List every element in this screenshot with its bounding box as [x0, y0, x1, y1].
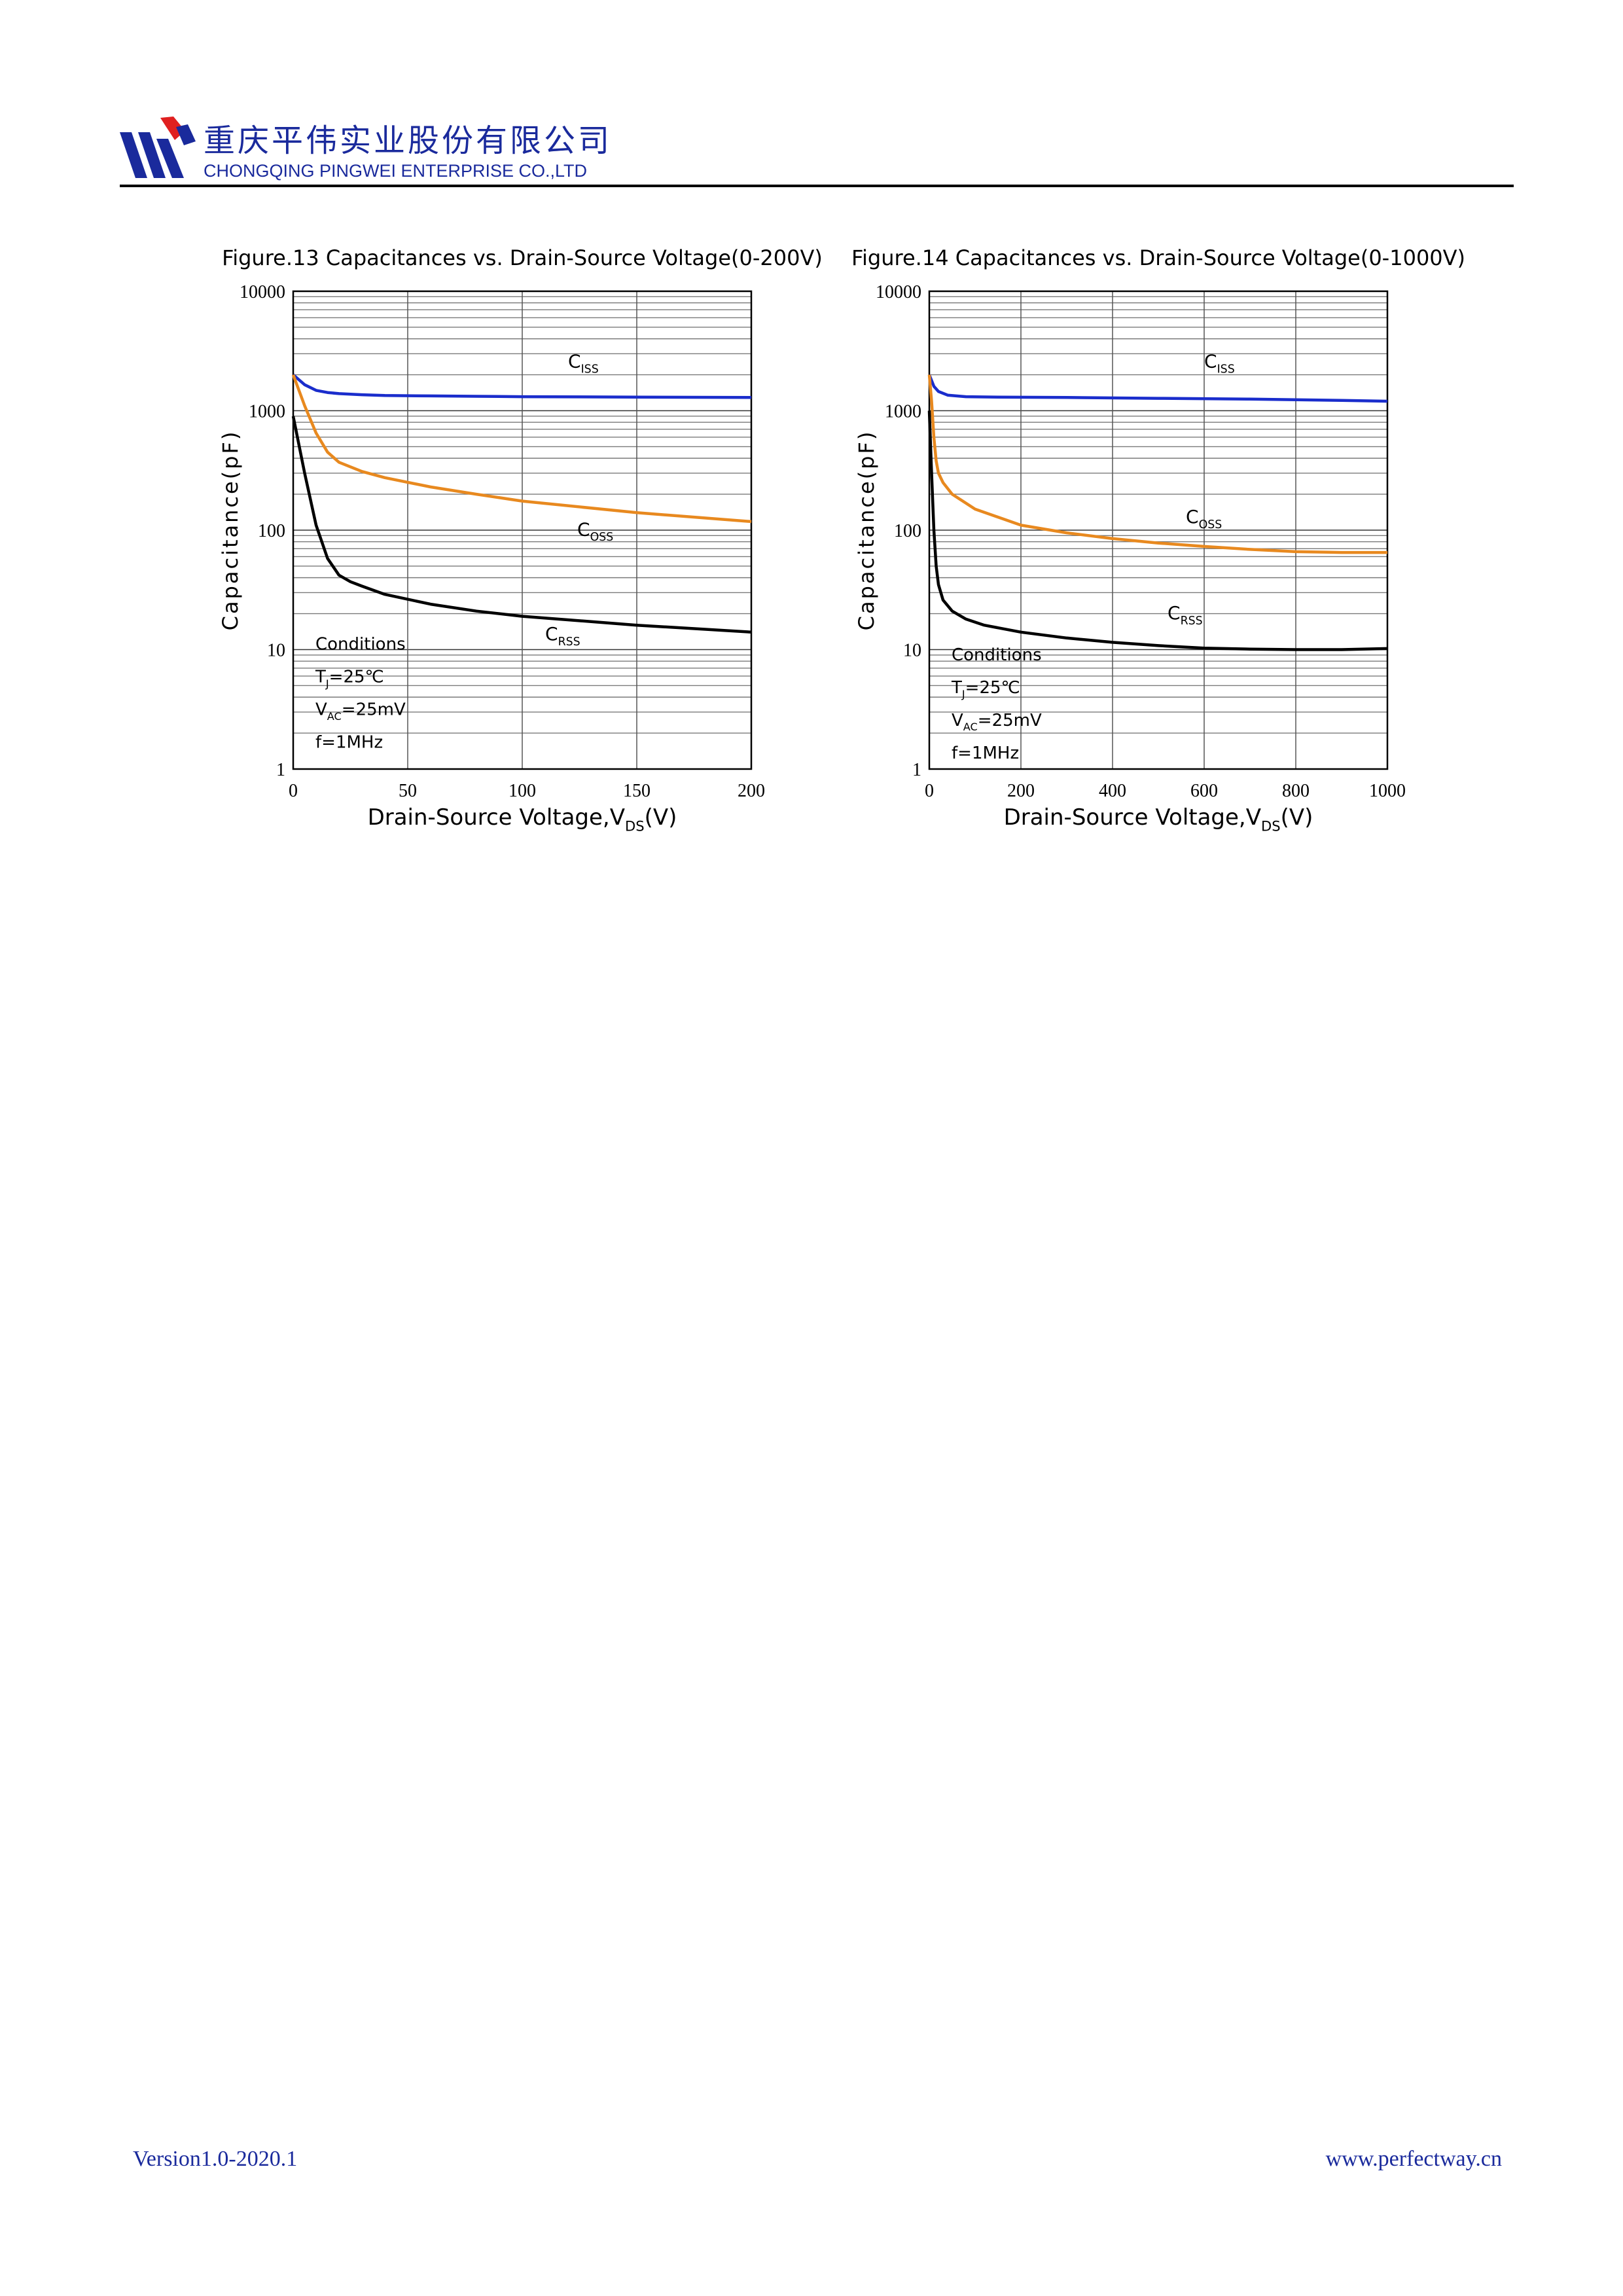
- x-tick-label: 200: [738, 781, 765, 801]
- x-tick-label: 50: [399, 781, 417, 801]
- document-version: Version1.0-2020.1: [133, 2147, 298, 2171]
- series-label-crss: CRSS: [1168, 602, 1203, 628]
- plot-border: [928, 290, 1389, 770]
- y-tick-label: 10: [267, 641, 285, 661]
- conditions-line: f=1MHz: [952, 744, 1019, 763]
- y-tick-label: 10000: [240, 282, 285, 302]
- x-tick-label: 1000: [1369, 781, 1406, 801]
- logo-stroke-3: [156, 139, 184, 178]
- figure-13-chart: Figure.13 Capacitances vs. Drain-Source …: [203, 239, 831, 841]
- x-tick-label: 0: [289, 781, 298, 801]
- conditions-line: VAC=25mV: [952, 711, 1042, 733]
- y-tick-label: 1: [912, 760, 921, 780]
- x-tick-label: 200: [1007, 781, 1035, 801]
- series-line-coss: [291, 374, 752, 524]
- gridlines: [293, 291, 752, 770]
- chart-title: Figure.14 Capacitances vs. Drain-Source …: [851, 245, 1465, 270]
- company-name-english: CHONGQING PINGWEI ENTERPRISE CO.,LTD: [204, 161, 588, 181]
- series-line-ciss: [927, 374, 1388, 403]
- page-header: 重庆平伟实业股份有限公司 CHONGQING PINGWEI ENTERPRIS…: [120, 111, 1514, 190]
- x-tick-label: 600: [1190, 781, 1218, 801]
- series-label-coss: COSS: [1186, 506, 1222, 531]
- series-line-crss: [291, 416, 752, 634]
- plot-border: [292, 290, 753, 770]
- y-axis-label: Capacitance(pF): [218, 430, 243, 631]
- x-tick-label: 0: [925, 781, 934, 801]
- conditions-line: Conditions: [315, 635, 406, 655]
- conditions-line: TJ=25℃: [951, 678, 1020, 700]
- conditions-line: Conditions: [952, 645, 1042, 665]
- series-label-coss: COSS: [577, 518, 613, 544]
- x-axis-label: Drain-Source Voltage,VDS(V): [368, 804, 677, 834]
- series-line-coss: [927, 374, 1387, 554]
- conditions-line: VAC=25mV: [315, 700, 406, 723]
- x-tick-label: 800: [1282, 781, 1310, 801]
- y-tick-label: 1000: [249, 402, 285, 422]
- y-tick-label: 1000: [885, 402, 921, 422]
- x-tick-label: 150: [623, 781, 651, 801]
- y-tick-label: 100: [258, 521, 285, 541]
- logo-stroke-2: [138, 132, 166, 178]
- y-tick-label: 10000: [876, 282, 921, 302]
- chart-svg: Figure.14 Capacitances vs. Drain-Source …: [851, 245, 1465, 834]
- logo-stroke-1: [120, 132, 147, 178]
- y-axis-label: Capacitance(pF): [854, 430, 879, 631]
- series-label-ciss: CISS: [1204, 350, 1235, 376]
- header-divider: [120, 185, 1514, 187]
- y-tick-label: 100: [894, 521, 921, 541]
- logo-stroke-5: [176, 124, 196, 145]
- x-tick-label: 100: [508, 781, 536, 801]
- series-label-ciss: CISS: [568, 350, 599, 376]
- company-logo: [120, 117, 196, 178]
- conditions-line: TJ=25℃: [315, 668, 384, 690]
- y-tick-label: 1: [276, 760, 285, 780]
- figure-14-chart: Figure.14 Capacitances vs. Drain-Source …: [839, 239, 1467, 841]
- logo-stroke-4: [160, 117, 185, 140]
- conditions-line: f=1MHz: [315, 733, 383, 753]
- company-name-chinese: 重庆平伟实业股份有限公司: [204, 122, 613, 159]
- series-line-ciss: [292, 373, 752, 399]
- website-link[interactable]: www.perfectway.cn: [1325, 2147, 1502, 2171]
- x-tick-label: 400: [1099, 781, 1126, 801]
- y-tick-label: 10: [903, 641, 921, 661]
- x-axis-label: Drain-Source Voltage,VDS(V): [1004, 804, 1313, 834]
- chart-svg: Figure.13 Capacitances vs. Drain-Source …: [218, 245, 823, 834]
- chart-title: Figure.13 Capacitances vs. Drain-Source …: [222, 245, 823, 270]
- series-line-crss: [927, 410, 1388, 651]
- series-label-crss: CRSS: [545, 623, 580, 649]
